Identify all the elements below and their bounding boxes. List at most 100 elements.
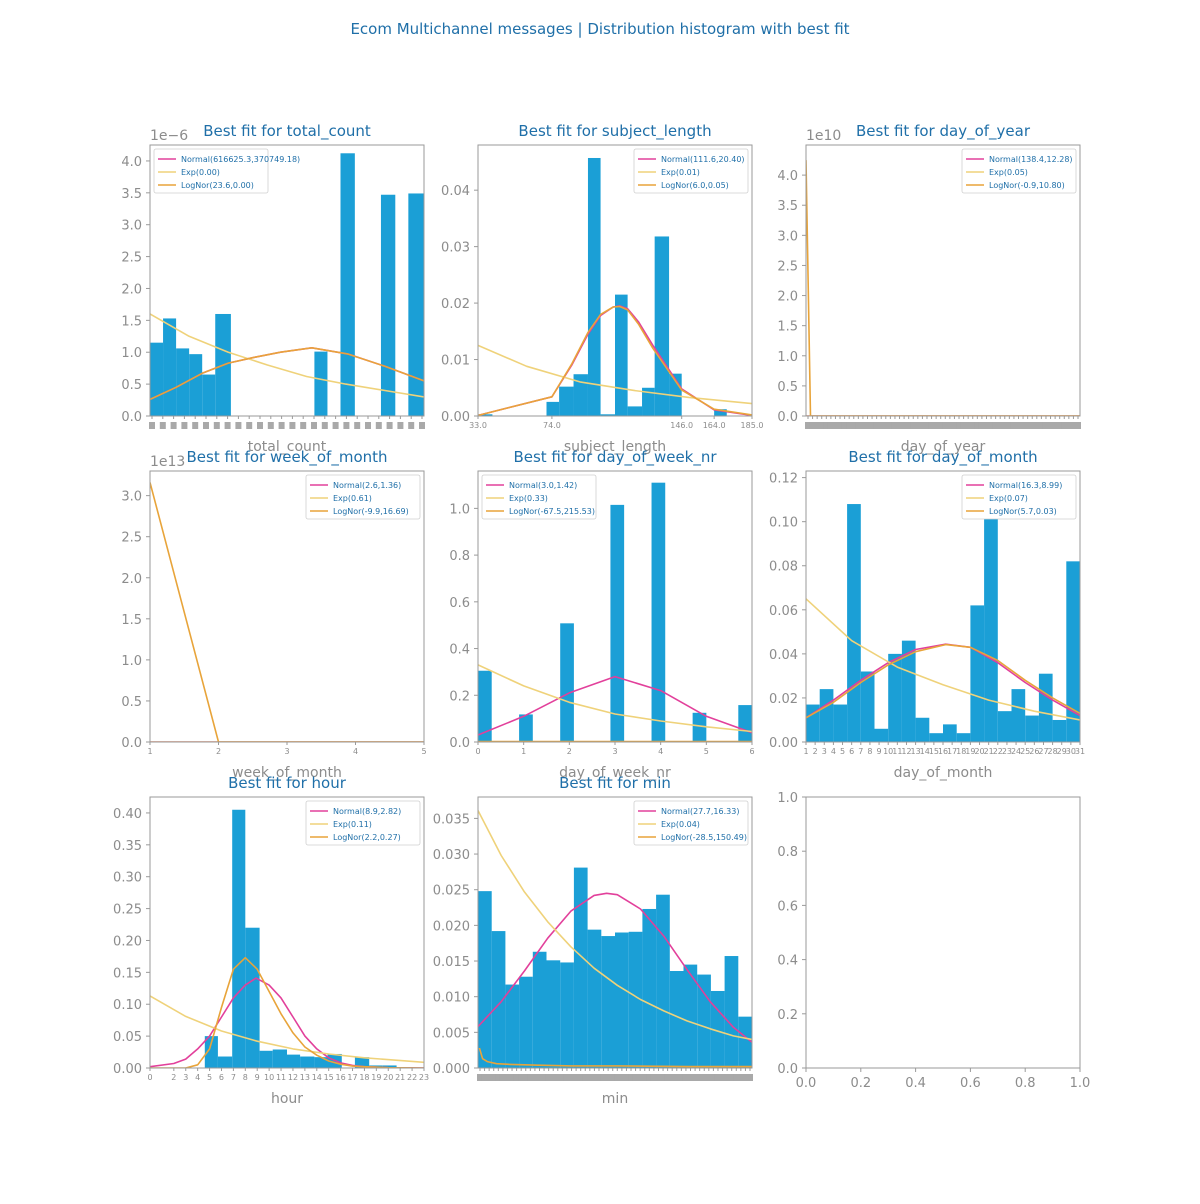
x-tick-label-overlap <box>747 1074 753 1081</box>
y-tick-label: 0.10 <box>769 516 798 531</box>
y-tick-label: 3.0 <box>121 490 142 505</box>
x-tick-label-overlap <box>159 422 166 429</box>
y-tick-label: 0.20 <box>113 934 142 949</box>
histogram-bar <box>1066 561 1080 742</box>
histogram-bar <box>601 936 615 1068</box>
histogram-bar <box>615 294 628 416</box>
histogram-bar <box>697 974 711 1068</box>
legend-entry: Exp(0.11) <box>333 820 372 829</box>
legend-entry: Exp(0.61) <box>333 494 372 503</box>
histogram-bar <box>901 640 916 742</box>
x-tick-label-overlap <box>213 422 220 429</box>
x-axis-label: total_count <box>248 439 327 455</box>
x-tick-label: 4 <box>353 747 358 756</box>
legend: Normal(8.9,2.82) Exp(0.11) LogNor(2.2,0.27… <box>305 800 421 846</box>
x-tick-label-overlap <box>170 422 177 429</box>
x-tick-label: 4 <box>658 747 663 756</box>
histogram-bar <box>970 605 985 742</box>
histogram-bar <box>651 482 666 742</box>
x-tick-label-overlap <box>637 1074 644 1081</box>
x-tick-label-overlap <box>733 1074 740 1081</box>
histogram-bar <box>519 976 533 1068</box>
x-tick-label-overlap <box>701 1074 708 1081</box>
x-tick-label-overlap <box>495 1074 502 1081</box>
x-tick-label-overlap <box>974 422 981 429</box>
x-tick-label: 9 <box>877 747 882 756</box>
x-tick-label-overlap <box>869 422 876 429</box>
histogram-bar <box>217 1056 233 1068</box>
y-tick-label: 2.5 <box>121 251 142 266</box>
subplot-1: 0.0 0.5 1.0 1.5 2.0 2.5 3.0 3.5 4.0 1e−6 Best fit … <box>121 122 425 455</box>
y-tick-label: 0.0 <box>777 410 798 425</box>
legend: Normal(138.4,12.28) Exp(0.05) LogNor(-0.9,… <box>961 148 1077 194</box>
y-tick-label: 0.05 <box>113 1030 142 1045</box>
subplot-title: Best fit for day_of_year <box>856 122 1031 141</box>
x-tick-label-overlap <box>1001 422 1008 429</box>
histogram-bar <box>532 951 547 1068</box>
axes-frame <box>805 796 1081 1069</box>
x-tick-label-overlap <box>595 1074 602 1081</box>
x-tick-label: 20 <box>383 1073 393 1082</box>
x-tick-label-overlap <box>235 422 242 429</box>
histogram-bar <box>573 374 588 416</box>
legend-box <box>633 800 749 846</box>
fit-line-normal <box>478 675 752 736</box>
x-tick-label-overlap <box>203 422 209 429</box>
x-tick-label: 21 <box>395 1073 405 1082</box>
axes-frame <box>149 144 425 417</box>
y-tick-label: 2.5 <box>121 531 142 546</box>
histogram-bar <box>669 971 684 1068</box>
y-tick-label: 0.00 <box>441 410 470 425</box>
x-tick-label: 24 <box>1011 747 1021 756</box>
x-tick-label-overlap <box>375 422 382 429</box>
histogram-bar <box>860 671 875 742</box>
x-tick-label: 0 <box>147 1073 152 1082</box>
histogram-bar <box>272 1049 287 1068</box>
y-tick-label: 2.5 <box>777 259 798 274</box>
y-tick-label: 0.04 <box>441 184 470 199</box>
histogram-bar <box>943 724 957 742</box>
histogram-bar <box>189 354 203 416</box>
x-tick-label-overlap <box>1038 422 1045 429</box>
y-tick-label: 0.5 <box>121 378 142 393</box>
x-tick-label: 12 <box>901 747 911 756</box>
histogram-bar <box>806 704 820 742</box>
y-tick-label: 1.0 <box>777 791 798 806</box>
y-tick-label: 0.8 <box>449 549 470 564</box>
legend: Normal(3.0,1.42) Exp(0.33) LogNor(-67.5,21… <box>481 474 597 520</box>
x-tick-label-overlap <box>397 422 404 429</box>
x-tick-label: 6 <box>849 747 854 756</box>
plot-area <box>150 809 424 1068</box>
x-tick-label: 21 <box>984 747 994 756</box>
fit-line-exp <box>150 313 424 398</box>
x-tick-label: 31 <box>1075 747 1085 756</box>
legend-entry: Normal(8.9,2.82) <box>333 807 401 816</box>
x-tick-label: 18 <box>956 747 966 756</box>
x-tick-label-overlap <box>550 1074 557 1081</box>
y-tick-label: 0.030 <box>433 848 470 863</box>
x-tick-label-overlap <box>650 1074 657 1081</box>
x-tick-label-overlap <box>504 1074 511 1081</box>
histogram-bar <box>819 689 834 742</box>
x-tick-label-overlap <box>267 422 274 429</box>
legend-entry: LogNor(2.2,0.27) <box>333 833 401 842</box>
x-tick-label: 1 <box>803 747 808 756</box>
x-tick-label-overlap <box>905 422 912 429</box>
x-tick-label-overlap <box>827 422 834 429</box>
x-tick-label-overlap <box>859 422 866 429</box>
histogram-bar <box>615 932 629 1068</box>
subplot-title: Best fit for total_count <box>203 122 371 141</box>
x-axis-label: day_of_week_nr <box>559 765 671 781</box>
histogram-bar <box>546 401 560 416</box>
x-tick-label-overlap <box>946 422 953 429</box>
histogram-bar <box>714 409 727 416</box>
x-tick-label-overlap <box>289 422 296 429</box>
y-tick-label: 0.4 <box>449 643 470 658</box>
x-tick-label-overlap <box>1065 422 1072 429</box>
x-tick-label: 7 <box>858 747 863 756</box>
subplot-5: 0.0 0.2 0.4 0.6 0.8 1.0 0 1 2 3 4 5 6 Best fit for da… <box>449 448 754 781</box>
x-tick-label-overlap <box>332 422 339 429</box>
histogram-bar <box>874 728 889 742</box>
y-tick-label: 1.0 <box>121 654 142 669</box>
x-tick-label: 74.0 <box>543 421 561 430</box>
